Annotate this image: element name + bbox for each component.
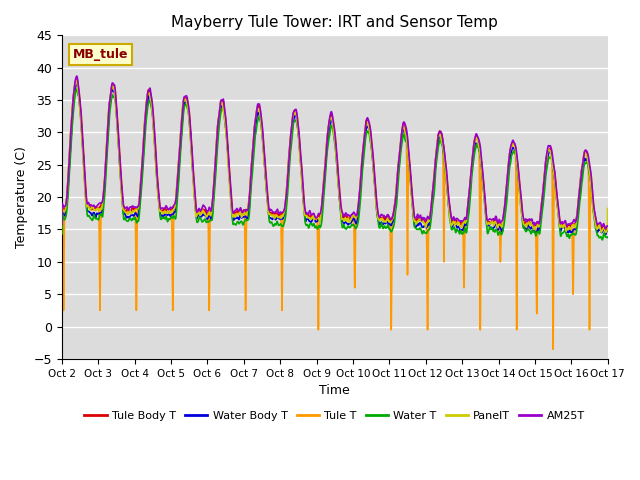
Tule Body T (457, 219, 465, 225)
Water Body T (73, 82, 81, 87)
Line: Water Body T: Water Body T (62, 84, 608, 235)
Water T (314, 224, 322, 230)
Tule Body T (604, 225, 612, 230)
PanelT (604, 205, 612, 211)
AM25T (156, 204, 164, 209)
Line: AM25T: AM25T (62, 76, 608, 229)
PanelT (72, 77, 80, 83)
Water T (488, 225, 496, 231)
Water Body T (457, 228, 465, 233)
Title: Mayberry Tule Tower: IRT and Sensor Temp: Mayberry Tule Tower: IRT and Sensor Temp (172, 15, 498, 30)
PanelT (604, 227, 611, 233)
Water Body T (427, 214, 435, 220)
Water T (604, 234, 612, 240)
PanelT (457, 224, 465, 229)
Tule Body T (488, 219, 496, 225)
Tule Body T (427, 207, 435, 213)
AM25T (58, 222, 66, 228)
Water T (457, 228, 465, 234)
Water T (58, 231, 66, 237)
PanelT (427, 207, 435, 213)
PanelT (602, 229, 609, 235)
PanelT (58, 204, 66, 209)
AM25T (314, 211, 322, 217)
Tule T (73, 77, 81, 83)
Line: PanelT: PanelT (62, 80, 608, 232)
Tule T (156, 204, 164, 209)
Tule T (488, 218, 496, 224)
Legend: Tule Body T, Water Body T, Tule T, Water T, PanelT, AM25T: Tule Body T, Water Body T, Tule T, Water… (80, 407, 589, 425)
Water Body T (58, 230, 66, 236)
AM25T (488, 216, 496, 222)
AM25T (604, 223, 611, 229)
Line: Water T: Water T (62, 89, 608, 240)
Water Body T (602, 232, 609, 238)
Tule Body T (156, 207, 164, 213)
Tule T (58, 225, 66, 231)
Water T (427, 219, 435, 225)
Tule T (457, 223, 465, 228)
Line: Tule T: Tule T (62, 80, 608, 349)
PanelT (156, 208, 164, 214)
Tule T (314, 327, 322, 333)
Water Body T (488, 226, 496, 231)
Tule Body T (314, 213, 322, 218)
Text: MB_tule: MB_tule (73, 48, 128, 61)
Tule Body T (598, 227, 605, 232)
Tule T (427, 213, 435, 218)
Water T (598, 237, 606, 243)
AM25T (73, 73, 81, 79)
Water Body T (604, 228, 611, 233)
AM25T (427, 207, 435, 213)
Tule T (604, 228, 611, 233)
Water Body T (314, 216, 322, 222)
Water Body T (604, 227, 612, 233)
PanelT (314, 215, 322, 221)
AM25T (602, 226, 609, 232)
Water T (156, 213, 164, 218)
PanelT (488, 219, 496, 225)
Tule Body T (73, 76, 81, 82)
Tule T (604, 227, 612, 232)
AM25T (604, 223, 612, 229)
Y-axis label: Temperature (C): Temperature (C) (15, 146, 28, 248)
Tule Body T (58, 202, 66, 208)
AM25T (457, 218, 465, 224)
X-axis label: Time: Time (319, 384, 350, 397)
Water T (604, 235, 611, 240)
Water Body T (156, 209, 164, 215)
Tule Body T (604, 224, 611, 230)
Line: Tule Body T: Tule Body T (62, 79, 608, 229)
Water T (73, 86, 81, 92)
Tule T (549, 347, 557, 352)
